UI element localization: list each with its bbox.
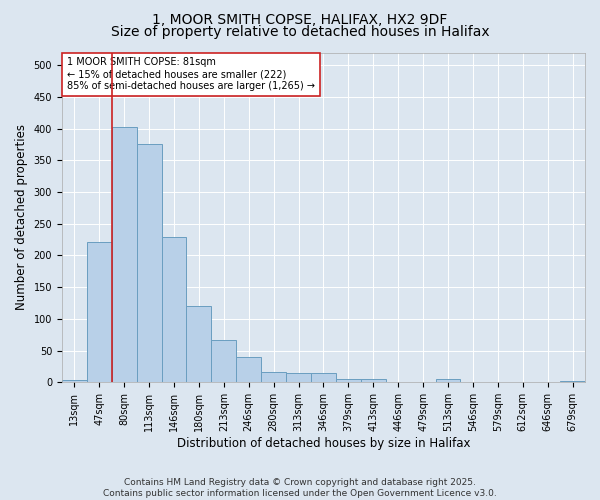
Bar [336, 378, 361, 382]
Bar [112, 126, 137, 382]
Text: 1, MOOR SMITH COPSE, HALIFAX, HX2 9DF: 1, MOOR SMITH COPSE, HALIFAX, HX2 9DF [152, 12, 448, 26]
Text: Size of property relative to detached houses in Halifax: Size of property relative to detached ho… [110, 25, 490, 39]
Bar [286, 373, 311, 382]
X-axis label: Distribution of detached houses by size in Halifax: Distribution of detached houses by size … [177, 437, 470, 450]
Text: Contains HM Land Registry data © Crown copyright and database right 2025.
Contai: Contains HM Land Registry data © Crown c… [103, 478, 497, 498]
Text: 1 MOOR SMITH COPSE: 81sqm
← 15% of detached houses are smaller (222)
85% of semi: 1 MOOR SMITH COPSE: 81sqm ← 15% of detac… [67, 58, 315, 90]
Bar [361, 379, 386, 382]
Y-axis label: Number of detached properties: Number of detached properties [15, 124, 28, 310]
Bar [436, 378, 460, 382]
Bar [311, 373, 336, 382]
Bar [87, 242, 112, 382]
Bar [211, 340, 236, 382]
Bar [560, 381, 585, 382]
Bar [161, 237, 187, 382]
Bar [187, 306, 211, 382]
Bar [137, 144, 161, 382]
Bar [236, 357, 261, 382]
Bar [62, 380, 87, 382]
Bar [261, 372, 286, 382]
